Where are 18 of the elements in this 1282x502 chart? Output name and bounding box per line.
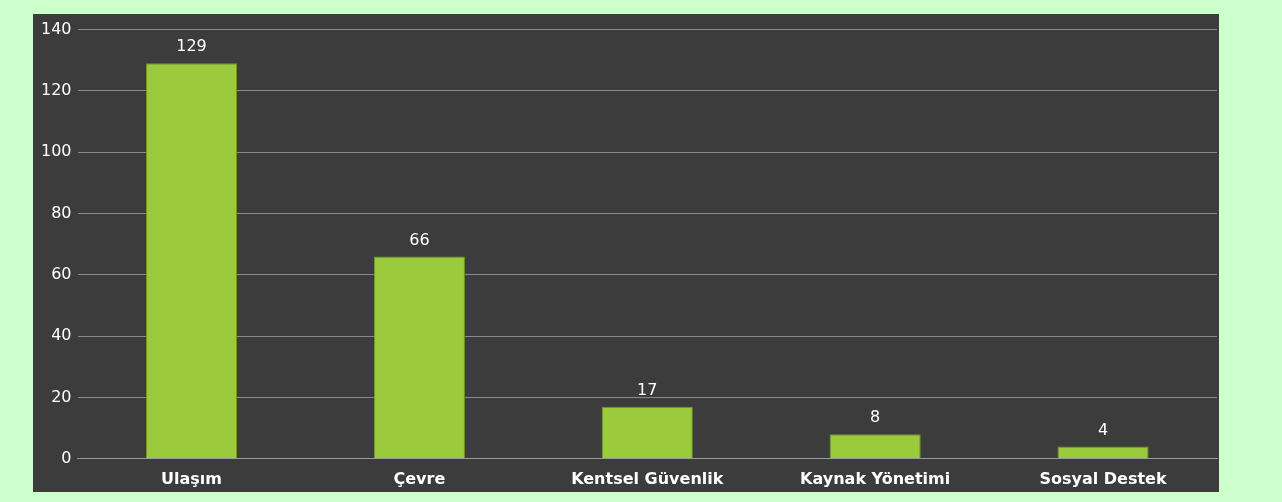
y-tick-label: 120 bbox=[40, 80, 72, 100]
x-tick-label: Kaynak Yönetimi bbox=[800, 468, 951, 488]
data-label: 129 bbox=[176, 36, 207, 56]
data-label: 8 bbox=[870, 407, 881, 427]
y-tick-label: 40 bbox=[51, 325, 72, 345]
y-tick-label: 0 bbox=[61, 447, 72, 467]
x-tick-label: Kentsel Güvenlik bbox=[571, 468, 724, 488]
data-label: 66 bbox=[409, 229, 430, 249]
y-tick-label: 80 bbox=[51, 202, 72, 222]
x-tick-label: Çevre bbox=[393, 468, 446, 488]
y-tick-label: 20 bbox=[51, 386, 72, 406]
data-label: 4 bbox=[1097, 419, 1109, 439]
data-label: 17 bbox=[637, 379, 658, 399]
y-tick-label: 60 bbox=[51, 264, 72, 284]
x-tick-label: Ulaşım bbox=[161, 468, 222, 488]
x-tick-label: Sosyal Destek bbox=[1039, 468, 1167, 488]
y-tick-label: 140 bbox=[40, 18, 72, 38]
y-tick-label: 100 bbox=[40, 141, 72, 161]
